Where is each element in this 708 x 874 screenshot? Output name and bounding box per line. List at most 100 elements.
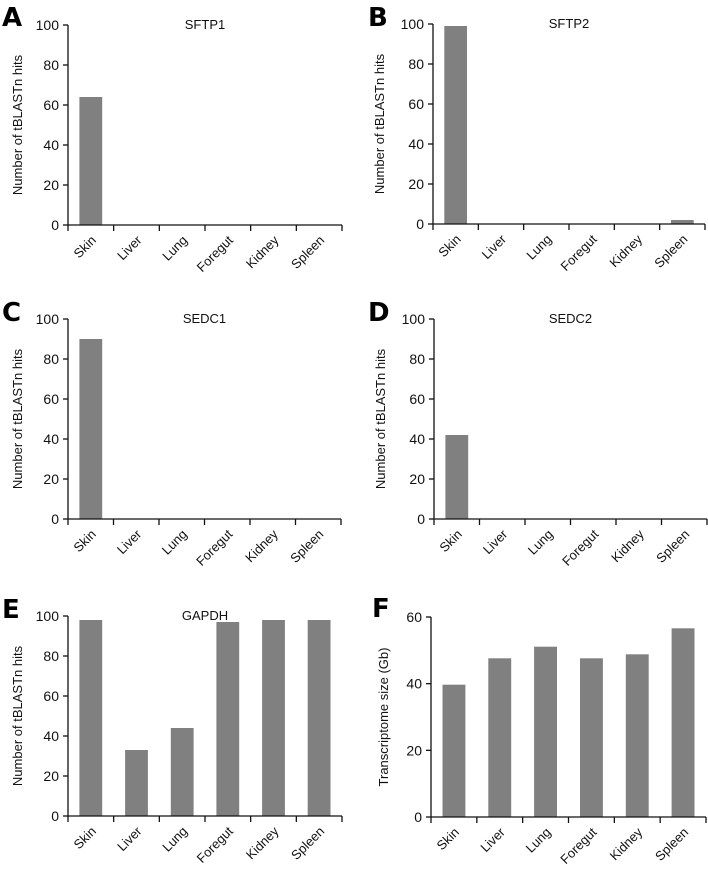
x-tick-label: Skin xyxy=(70,824,98,852)
x-tick-label: Liver xyxy=(479,231,510,262)
chart-title: SEDC1 xyxy=(183,311,226,326)
bar-lung xyxy=(534,646,557,817)
x-tick-label: Foregut xyxy=(194,823,237,866)
y-axis-label: Number of tBLASTn hits xyxy=(373,348,388,489)
y-tick-label: 0 xyxy=(414,809,422,825)
panel-e: E GAPDH 0 20 40 60 80 100 Skin Liver Lung Foregut Ki… xyxy=(2,595,343,866)
y-tick-label: 80 xyxy=(408,56,424,72)
x-tick-label: Spleen xyxy=(652,825,691,864)
x-tick-label: Liver xyxy=(480,526,511,557)
y-tick-label: 20 xyxy=(43,471,59,487)
x-tick-label: Skin xyxy=(435,232,463,260)
y-axis-label: Number of tBLASTn hits xyxy=(10,645,25,786)
bar-kidney xyxy=(625,654,649,817)
bar-spleen xyxy=(671,220,694,224)
bar-liver xyxy=(488,658,512,817)
y-tick-label: 20 xyxy=(409,471,425,487)
bar-skin xyxy=(445,435,469,519)
bar-skin xyxy=(79,620,103,816)
bar-spleen xyxy=(307,620,331,816)
y-tick-label: 80 xyxy=(43,648,59,664)
x-tick-label: Kidney xyxy=(243,823,282,862)
y-tick-label: 40 xyxy=(409,431,425,447)
x-tick-label: Spleen xyxy=(651,232,690,271)
x-tick-label: Kidney xyxy=(608,526,647,565)
x-tick-label: Lung xyxy=(525,527,556,558)
panel-letter: B xyxy=(368,3,388,33)
y-tick-label: 100 xyxy=(402,311,426,327)
y-tick-label: 100 xyxy=(36,608,60,624)
panel-f: F 0 20 40 60 Skin Liver Lung Foregut Kidney Spleen… xyxy=(372,594,707,867)
panel-c: C SEDC1 0 20 40 60 80 100 Skin Liver Lung Foregut Ki… xyxy=(2,298,342,569)
bar-skin xyxy=(79,97,103,225)
panel-a: A SFTP1 0 20 40 60 80 100 Skin Liver Lung Foregut Ki… xyxy=(2,3,343,275)
y-tick-label: 80 xyxy=(43,57,59,73)
x-tick-label: Foregut xyxy=(194,232,237,275)
bar-liver xyxy=(125,750,148,816)
y-tick-label: 100 xyxy=(401,16,425,32)
chart-title: SFTP1 xyxy=(185,17,225,32)
x-tick-label: Spleen xyxy=(653,527,692,566)
y-tick-label: 40 xyxy=(406,676,422,692)
y-axis-label: Number of tBLASTn hits xyxy=(10,348,25,489)
panel-letter: C xyxy=(2,298,21,328)
y-tick-label: 100 xyxy=(36,311,60,327)
bar-skin xyxy=(79,339,103,519)
x-tick-label: Spleen xyxy=(287,527,326,566)
y-tick-label: 60 xyxy=(409,391,425,407)
bar-spleen xyxy=(671,628,695,817)
bar-skin xyxy=(444,26,467,224)
x-tick-label: Liver xyxy=(114,823,145,854)
x-tick-label: Foregut xyxy=(193,526,236,569)
y-tick-label: 60 xyxy=(43,688,59,704)
y-axis-label: Number of tBLASTn hits xyxy=(10,54,25,195)
x-tick-label: Kidney xyxy=(242,526,281,565)
panel-letter: E xyxy=(2,595,20,625)
y-tick-label: 60 xyxy=(43,391,59,407)
bar-skin xyxy=(442,684,466,817)
x-tick-label: Kidney xyxy=(606,231,645,270)
chart-title: SFTP2 xyxy=(549,16,589,31)
bar-foregut xyxy=(580,658,603,817)
x-tick-label: Foregut xyxy=(557,231,600,274)
x-tick-label: Spleen xyxy=(288,824,327,863)
x-tick-label: Skin xyxy=(434,825,462,853)
y-axis-label: Transcriptome size (Gb) xyxy=(376,648,391,787)
y-tick-label: 0 xyxy=(416,216,424,232)
chart-title: SEDC2 xyxy=(549,311,592,326)
x-tick-label: Kidney xyxy=(607,824,646,863)
y-tick-label: 40 xyxy=(43,431,59,447)
panel-letter: D xyxy=(368,298,390,328)
panel-d: D SEDC2 0 20 40 60 80 100 Skin Liver Lung Foregut Ki… xyxy=(368,298,708,569)
y-tick-label: 40 xyxy=(43,137,59,153)
x-tick-label: Lung xyxy=(159,824,190,855)
y-tick-label: 0 xyxy=(417,511,425,527)
y-tick-label: 60 xyxy=(43,97,59,113)
bar-foregut xyxy=(216,622,240,816)
y-tick-label: 80 xyxy=(43,351,59,367)
y-tick-label: 20 xyxy=(408,176,424,192)
y-tick-label: 0 xyxy=(51,217,59,233)
bar-kidney xyxy=(262,620,285,816)
x-tick-label: Kidney xyxy=(243,232,282,271)
x-tick-label: Skin xyxy=(70,233,98,261)
y-tick-label: 0 xyxy=(51,511,59,527)
x-tick-label: Lung xyxy=(523,825,554,856)
y-tick-label: 100 xyxy=(36,17,60,33)
y-tick-label: 20 xyxy=(43,768,59,784)
y-tick-label: 40 xyxy=(408,136,424,152)
x-tick-label: Foregut xyxy=(557,824,600,867)
x-tick-label: Skin xyxy=(70,527,98,555)
x-tick-label: Liver xyxy=(114,232,145,263)
panel-letter: A xyxy=(2,3,22,33)
panel-letter: F xyxy=(372,594,390,624)
y-tick-label: 60 xyxy=(408,96,424,112)
y-tick-label: 20 xyxy=(43,177,59,193)
y-tick-label: 20 xyxy=(406,742,422,758)
x-tick-label: Foregut xyxy=(559,526,602,569)
x-tick-label: Lung xyxy=(159,233,190,264)
y-tick-label: 0 xyxy=(51,808,59,824)
y-tick-label: 60 xyxy=(406,609,422,625)
y-tick-label: 80 xyxy=(409,351,425,367)
x-tick-label: Lung xyxy=(523,232,554,263)
